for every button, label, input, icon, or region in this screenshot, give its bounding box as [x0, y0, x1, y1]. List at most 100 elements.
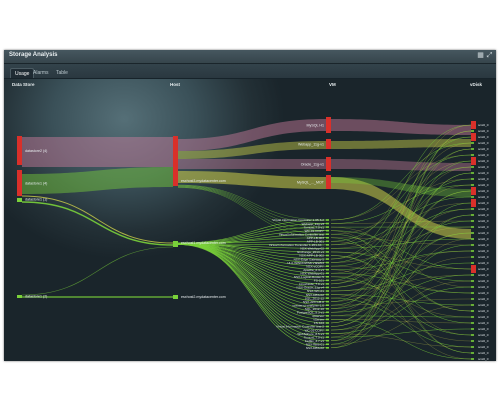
vm-node[interactable]: [326, 268, 329, 271]
vm-label: FS-101: [314, 279, 324, 283]
vm-node[interactable]: [326, 276, 329, 278]
vm-node[interactable]: [326, 244, 329, 246]
vdisk-node[interactable]: [471, 154, 474, 156]
host-node[interactable]: [173, 136, 178, 186]
vm-node[interactable]: [326, 272, 329, 275]
vm-node[interactable]: [326, 240, 329, 243]
vm-node[interactable]: [326, 300, 329, 303]
vdisk-node[interactable]: [471, 280, 474, 282]
vm-node[interactable]: [326, 283, 329, 285]
vm-node[interactable]: [326, 117, 331, 133]
vdisk-node[interactable]: [471, 334, 474, 336]
vm-node[interactable]: [326, 258, 329, 260]
vm-node[interactable]: [326, 265, 329, 267]
vdisk-node[interactable]: [471, 244, 474, 246]
vm-node[interactable]: [326, 332, 329, 335]
vm-node[interactable]: [326, 297, 329, 299]
vdisk-node[interactable]: [471, 130, 474, 132]
vm-node[interactable]: [326, 286, 329, 289]
vdisk-node[interactable]: [471, 184, 474, 186]
vdisk-node[interactable]: [471, 328, 474, 330]
vm-node[interactable]: [326, 329, 329, 331]
vdisk-node[interactable]: [471, 214, 474, 216]
datastore-node[interactable]: [17, 170, 22, 196]
vm-node[interactable]: [326, 236, 329, 239]
vm-node[interactable]: [326, 175, 331, 189]
vdisk-node[interactable]: [471, 274, 474, 276]
vm-label: NSX-DBS-02: [306, 293, 325, 297]
vm-node[interactable]: [326, 219, 329, 221]
tab-table[interactable]: Table: [56, 70, 68, 76]
vdisk-node[interactable]: [471, 250, 474, 252]
vdisk-node[interactable]: [471, 157, 476, 165]
vm-node[interactable]: [326, 139, 331, 149]
vdisk-node[interactable]: [471, 232, 474, 234]
vm-node[interactable]: [326, 293, 329, 296]
vdisk-node[interactable]: [471, 142, 474, 144]
vm-node[interactable]: [326, 247, 329, 250]
vm-node[interactable]: [326, 339, 329, 342]
vdisk-node[interactable]: [471, 148, 474, 150]
vm-node[interactable]: [326, 157, 331, 171]
datastore-node[interactable]: [17, 295, 22, 298]
host-node[interactable]: [173, 295, 178, 299]
vm-node[interactable]: [326, 322, 329, 324]
flow-link: [330, 124, 472, 309]
flow-link: [330, 265, 472, 294]
vdisk-node[interactable]: [471, 358, 474, 360]
vdisk-node[interactable]: [471, 304, 474, 306]
vm-node[interactable]: [326, 336, 329, 338]
vm-node[interactable]: [326, 254, 329, 257]
tab-alarms[interactable]: Alarms: [33, 70, 49, 76]
vdisk-node[interactable]: [471, 262, 474, 264]
vdisk-node[interactable]: [471, 166, 474, 168]
grid-icon[interactable]: ▦: [477, 52, 484, 59]
vm-node[interactable]: [326, 279, 329, 282]
vdisk-node[interactable]: [471, 133, 476, 141]
expand-icon[interactable]: ⤢: [486, 52, 493, 59]
tab-usage[interactable]: Usage: [10, 68, 35, 78]
vm-node[interactable]: [326, 226, 329, 228]
vm-node[interactable]: [326, 315, 329, 317]
vdisk-node[interactable]: [471, 226, 474, 228]
vdisk-node[interactable]: [471, 346, 474, 348]
vdisk-node[interactable]: [471, 298, 474, 300]
vm-node[interactable]: [326, 318, 329, 321]
vm-node[interactable]: [326, 251, 329, 253]
vm-node[interactable]: [326, 343, 329, 346]
vdisk-node[interactable]: [471, 238, 474, 240]
vdisk-node[interactable]: [471, 322, 474, 324]
vm-node[interactable]: [326, 325, 329, 328]
vdisk-node[interactable]: [471, 220, 474, 222]
vm-node[interactable]: [326, 307, 329, 310]
vm-label: Virtual Information Controller 1-05-6.2: [272, 218, 324, 222]
host-node[interactable]: [173, 241, 178, 247]
vdisk-node[interactable]: [471, 121, 476, 129]
vm-node[interactable]: [326, 229, 329, 232]
vm-label: vcenter-ui-analyzer-1.0: [292, 303, 324, 307]
vdisk-node[interactable]: [471, 199, 476, 207]
vdisk-node[interactable]: [471, 316, 474, 318]
vdisk-node[interactable]: [471, 352, 474, 354]
vm-node[interactable]: [326, 261, 329, 264]
vm-node[interactable]: [326, 290, 329, 292]
vdisk-node[interactable]: [471, 340, 474, 342]
vm-node[interactable]: [326, 304, 329, 306]
vm-node[interactable]: [326, 347, 329, 349]
vdisk-node[interactable]: [471, 172, 474, 174]
datastore-node[interactable]: [17, 198, 22, 202]
vdisk-node[interactable]: [471, 187, 476, 195]
vdisk-node[interactable]: [471, 292, 474, 294]
datastore-node[interactable]: [17, 136, 22, 165]
vdisk-node[interactable]: [471, 178, 474, 180]
vm-node[interactable]: [326, 222, 329, 225]
vdisk-node[interactable]: [471, 265, 476, 273]
vm-label: NSX-WebApp-02: [300, 247, 324, 251]
vm-node[interactable]: [326, 233, 329, 235]
vdisk-node[interactable]: [471, 208, 474, 210]
vdisk-node[interactable]: [471, 256, 474, 258]
vm-node[interactable]: [326, 311, 329, 314]
vdisk-node[interactable]: [471, 286, 474, 288]
vdisk-node[interactable]: [471, 196, 474, 198]
vdisk-node[interactable]: [471, 310, 474, 312]
